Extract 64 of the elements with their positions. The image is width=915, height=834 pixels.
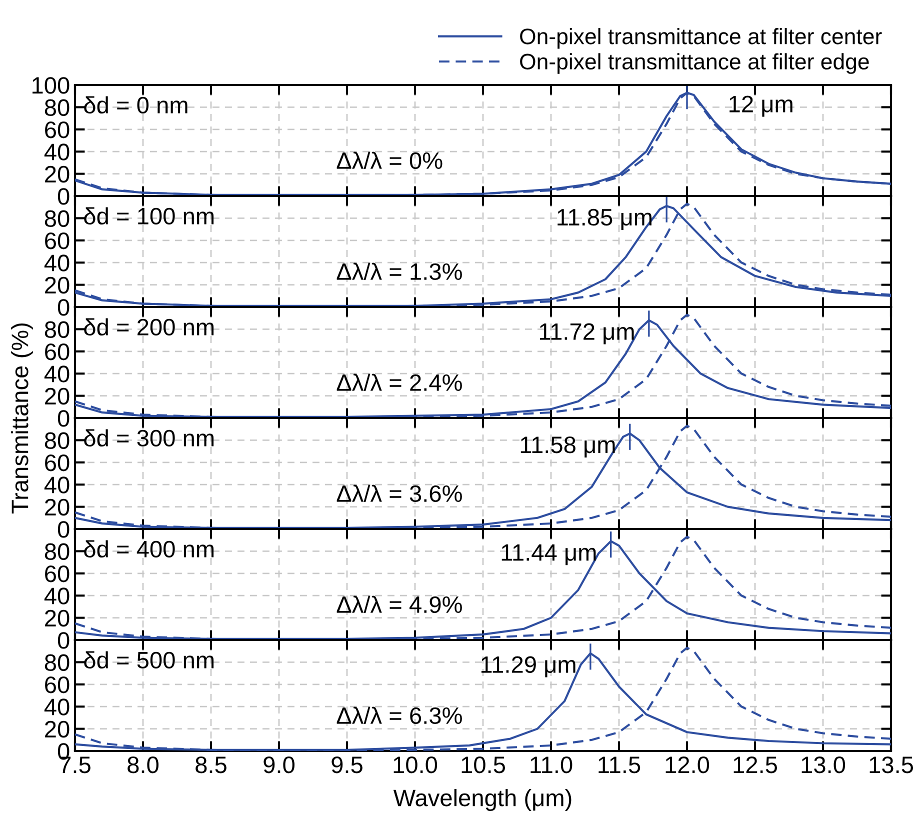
x-axis-title: Wavelength (μm) [393,788,572,811]
y-tick-label: 0 [58,410,70,427]
annotation: 12 μm [730,96,792,117]
x-tick-label: 9.5 [332,756,362,774]
annotation: 11.44 μm [502,544,596,566]
x-tick-label: 9.0 [264,756,294,774]
y-tick-label: 80 [44,654,70,671]
annotation: Δλ/λ = 1.3% [336,262,462,280]
y-tick-label: 20 [45,276,70,294]
annotation: Δλ/λ = 0% [336,152,442,170]
y-tick-label: 60 [45,232,70,250]
y-tick-label: 0 [58,632,70,649]
annotation: δd = 100 nm [84,207,214,225]
x-tick-label: 12.5 [734,756,777,774]
annotation: Δλ/λ = 3.6% [336,484,462,502]
x-tick-label: 10.0 [394,756,438,774]
y-tick-label: 40 [44,144,70,160]
y-tick-label: 20 [45,166,70,183]
y-tick-label: 80 [44,321,70,338]
y-tick-label: 0 [58,188,70,205]
annotation: 11.85 μm [558,208,652,230]
annotation: 11.72 μm [540,323,634,344]
x-tick-label: 11.0 [530,756,572,774]
annotation: δd = 400 nm [84,540,214,558]
x-tick-label: 8.0 [128,756,158,774]
y-tick-label: 40 [44,476,70,494]
annotation: Δλ/λ = 4.9% [336,596,462,614]
y-tick-label: 80 [44,210,70,227]
y-tick-label: 100 [32,77,70,94]
annotation: δd = 500 nm [84,651,214,669]
y-tick-label: 60 [45,676,70,694]
y-axis-title: Transmittance (%) [10,323,33,514]
y-tick-label: 80 [44,432,70,449]
y-tick-label: 40 [44,366,70,382]
annotation: δd = 200 nm [84,318,214,336]
legend-label: On-pixel transmittance at filter edge [520,53,869,74]
y-tick-label: 60 [45,565,70,582]
y-tick-label: 40 [44,698,70,716]
y-tick-label: 20 [45,720,70,738]
y-tick-label: 60 [45,454,70,472]
y-tick-label: 20 [45,498,70,516]
annotation: Δλ/λ = 2.4% [336,374,462,392]
x-tick-label: 13.5 [870,756,913,774]
annotation: 11.58 μm [520,436,615,458]
y-tick-label: 80 [44,543,70,560]
annotation: 11.29 μm [481,656,576,678]
annotation: δd = 300 nm [84,429,214,447]
annotation: Δλ/λ = 6.3% [336,706,462,724]
y-tick-label: 0 [58,299,70,316]
x-tick-label: 10.5 [462,756,505,774]
y-tick-label: 80 [44,99,70,116]
x-tick-label: 12.0 [666,756,710,774]
y-tick-label: 20 [45,610,70,627]
x-tick-label: 11.5 [598,756,640,774]
y-tick-label: 60 [45,343,70,360]
y-tick-label: 40 [44,254,70,272]
x-tick-label: 13.0 [802,756,846,774]
annotation: δd = 0 nm [84,96,188,114]
x-tick-label: 8.5 [196,756,226,774]
y-tick-label: 60 [45,121,70,138]
y-tick-label: 20 [45,388,70,405]
y-tick-label: 0 [58,521,70,538]
y-tick-label: 40 [44,588,70,604]
legend-label: On-pixel transmittance at filter center [520,28,882,49]
